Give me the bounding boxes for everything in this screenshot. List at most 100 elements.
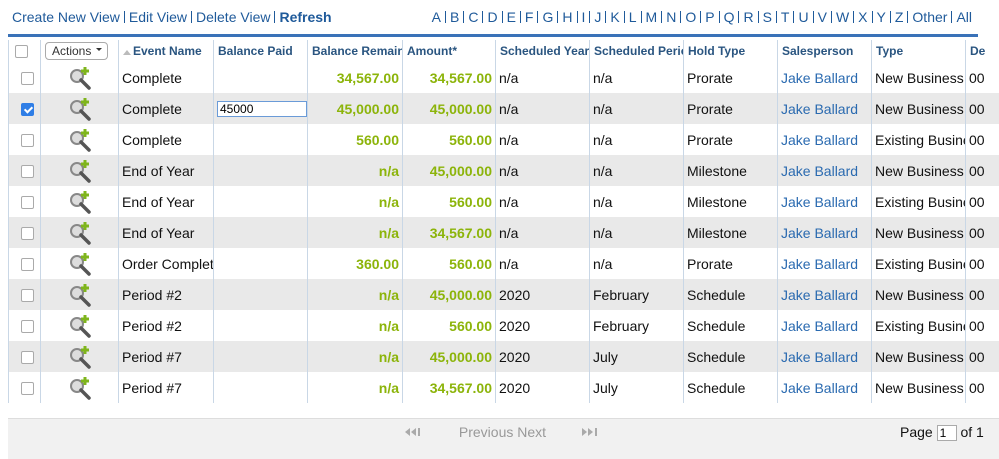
view-icon[interactable] xyxy=(68,345,92,369)
toolbar-link[interactable]: Refresh xyxy=(274,11,335,23)
actions-select[interactable]: Actions xyxy=(45,42,108,60)
table-cell: July xyxy=(590,341,684,372)
table-cell: 34,567.00 xyxy=(403,62,496,93)
letter-link[interactable]: H xyxy=(557,11,576,23)
row-checkbox[interactable] xyxy=(21,351,34,364)
actions-cell xyxy=(41,124,119,155)
salesperson-link[interactable]: Jake Ballard xyxy=(781,132,858,148)
salesperson-link[interactable]: Jake Ballard xyxy=(781,163,858,179)
column-header[interactable]: Scheduled Period xyxy=(590,40,684,62)
column-header[interactable]: Hold Type xyxy=(684,40,778,62)
view-icon[interactable] xyxy=(68,190,92,214)
letter-link[interactable]: V xyxy=(813,11,831,23)
view-icon[interactable] xyxy=(68,252,92,276)
select-all-checkbox[interactable] xyxy=(15,45,28,58)
letter-link[interactable]: O xyxy=(680,11,700,23)
salesperson-link[interactable]: Jake Ballard xyxy=(781,101,858,117)
page-input[interactable] xyxy=(937,425,957,441)
letter-link[interactable]: A xyxy=(428,11,445,23)
letter-link[interactable]: X xyxy=(853,11,871,23)
column-header[interactable]: Salesperson xyxy=(778,40,872,62)
letter-link[interactable]: All xyxy=(951,11,976,23)
row-checkbox[interactable] xyxy=(21,165,34,178)
letter-link[interactable]: Y xyxy=(872,11,890,23)
view-icon[interactable] xyxy=(68,376,92,400)
salesperson-link[interactable]: Jake Ballard xyxy=(781,70,858,86)
salesperson-link[interactable]: Jake Ballard xyxy=(781,349,858,365)
balance-input[interactable] xyxy=(217,101,307,117)
letter-link[interactable]: E xyxy=(502,11,520,23)
row-checkbox[interactable] xyxy=(21,289,34,302)
table-cell: 00 xyxy=(966,341,999,372)
view-icon[interactable] xyxy=(68,283,92,307)
column-header[interactable]: Scheduled Year xyxy=(496,40,590,62)
row-checkbox[interactable] xyxy=(21,320,34,333)
view-icon[interactable] xyxy=(68,97,92,121)
toolbar-link[interactable]: Edit View xyxy=(124,11,191,23)
cell-text: 00 xyxy=(969,287,985,303)
letter-link[interactable]: I xyxy=(577,11,590,23)
letter-link[interactable]: R xyxy=(738,11,757,23)
letter-link[interactable]: L xyxy=(624,11,641,23)
column-header[interactable]: Event Name xyxy=(119,40,214,62)
letter-link[interactable]: D xyxy=(482,11,501,23)
letter-link[interactable]: G xyxy=(537,11,557,23)
letter-link[interactable]: Q xyxy=(719,11,739,23)
view-icon[interactable] xyxy=(68,159,92,183)
row-checkbox[interactable] xyxy=(21,72,34,85)
salesperson-link[interactable]: Jake Ballard xyxy=(781,256,858,272)
column-header[interactable]: Amount* xyxy=(403,40,496,62)
row-checkbox[interactable] xyxy=(21,258,34,271)
checkbox-cell xyxy=(9,310,41,341)
row-checkbox[interactable] xyxy=(21,227,34,240)
row-checkbox[interactable] xyxy=(21,196,34,209)
letter-link[interactable]: B xyxy=(445,11,463,23)
view-icon[interactable] xyxy=(68,128,92,152)
view-icon[interactable] xyxy=(68,66,92,90)
salesperson-link[interactable]: Jake Ballard xyxy=(781,318,858,334)
checkbox-cell xyxy=(9,93,41,124)
letter-link[interactable]: S xyxy=(758,11,776,23)
next-link[interactable]: Next xyxy=(517,424,546,440)
checkbox-cell xyxy=(9,155,41,186)
toolbar-link[interactable]: Create New View xyxy=(12,11,124,23)
cell-text: 2020 xyxy=(499,318,530,334)
cell-text: 560.00 xyxy=(356,132,399,148)
row-checkbox[interactable] xyxy=(21,382,34,395)
letter-link[interactable]: T xyxy=(776,11,794,23)
letter-link[interactable]: W xyxy=(831,11,853,23)
letter-link[interactable]: C xyxy=(463,11,482,23)
salesperson-link[interactable]: Jake Ballard xyxy=(781,287,858,303)
view-icon[interactable] xyxy=(68,314,92,338)
row-checkbox[interactable] xyxy=(21,134,34,147)
letter-link[interactable]: P xyxy=(700,11,718,23)
toolbar-link[interactable]: Delete View xyxy=(191,11,274,23)
salesperson-link[interactable]: Jake Ballard xyxy=(781,380,858,396)
table-cell: Period #2 xyxy=(119,279,214,310)
letter-link[interactable]: Other xyxy=(907,11,951,23)
cell-text: Complete xyxy=(122,101,182,117)
previous-link[interactable]: Previous xyxy=(459,424,513,440)
actions-cell xyxy=(41,341,119,372)
column-header[interactable]: Type xyxy=(872,40,966,62)
column-header[interactable]: Balance Remaining xyxy=(308,40,403,62)
table-cell: Milestone xyxy=(684,186,778,217)
column-header[interactable]: De xyxy=(966,40,999,62)
last-icon[interactable] xyxy=(580,427,602,437)
first-icon[interactable] xyxy=(403,427,425,437)
salesperson-link[interactable]: Jake Ballard xyxy=(781,225,858,241)
table-cell xyxy=(214,217,308,248)
table-cell: July xyxy=(590,372,684,403)
letter-link[interactable]: N xyxy=(661,11,680,23)
letter-link[interactable]: M xyxy=(641,11,662,23)
salesperson-link[interactable]: Jake Ballard xyxy=(781,194,858,210)
row-checkbox[interactable] xyxy=(21,103,34,116)
letter-link[interactable]: U xyxy=(793,11,812,23)
letter-link[interactable]: Z xyxy=(890,11,908,23)
letter-link[interactable]: K xyxy=(605,11,623,23)
column-header[interactable]: Balance Paid xyxy=(214,40,308,62)
letter-link[interactable]: J xyxy=(589,11,605,23)
view-icon[interactable] xyxy=(68,221,92,245)
letter-link[interactable]: F xyxy=(520,11,538,23)
